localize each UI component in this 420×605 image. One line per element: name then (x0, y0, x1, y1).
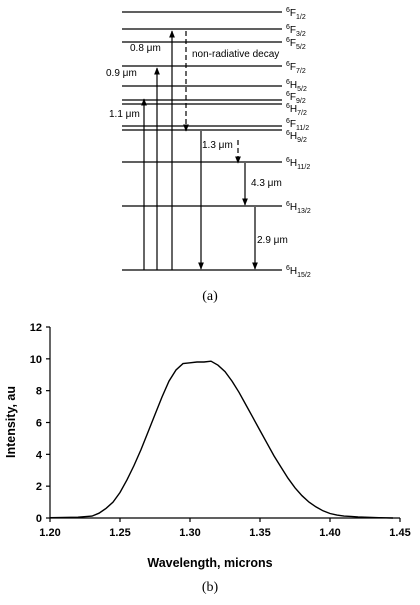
x-tick-label: 1.40 (319, 527, 340, 539)
y-tick-label: 4 (36, 449, 43, 461)
emission-label-2.9um: 2.9 μm (257, 235, 288, 246)
nonrad-decay-label: non-radiative decay (192, 49, 279, 60)
level-label-H11-2: 6H11/2 (286, 157, 310, 171)
x-tick-label: 1.45 (389, 527, 410, 539)
energy-level-diagram: 6F1/2 6F3/2 6F5/2 6F7/2 6H5/2 6F9/2 6H7/… (106, 7, 311, 304)
emission-spectrum-chart: 1.20 1.25 1.30 1.35 1.40 1.45 0 2 4 6 8 10 12 Wavel… (4, 322, 411, 595)
level-label-F7-2: 6F7/2 (286, 61, 306, 75)
x-tick-label: 1.25 (109, 527, 130, 539)
x-tick-label: 1.30 (179, 527, 200, 539)
y-tick-label: 8 (36, 386, 42, 398)
x-axis-label: Wavelength, microns (147, 556, 272, 570)
emission-label-4.3um: 4.3 μm (251, 178, 282, 189)
x-ticks: 1.20 1.25 1.30 1.35 1.40 1.45 (39, 518, 411, 539)
pump-label-0.9um: 0.9 μm (106, 68, 137, 79)
y-axis-label: Intensity, au (4, 386, 18, 458)
level-label-F1-2: 6F1/2 (286, 7, 306, 21)
x-tick-label: 1.35 (249, 527, 270, 539)
emission-label-1.3um: 1.3 μm (202, 140, 233, 151)
y-tick-label: 2 (36, 481, 42, 493)
pump-label-0.8um: 0.8 μm (130, 43, 161, 54)
y-tick-label: 10 (30, 354, 42, 366)
y-tick-label: 0 (36, 513, 42, 525)
caption-b: (b) (202, 580, 219, 595)
x-tick-label: 1.20 (39, 527, 60, 539)
y-tick-label: 6 (36, 418, 42, 430)
level-label-F11-2: 6F11/2 (286, 118, 309, 132)
level-label-F9-2: 6F9/2 (286, 91, 306, 105)
y-ticks: 0 2 4 6 8 10 12 (30, 322, 50, 525)
spectrum-line (49, 360, 394, 519)
level-label-H13-2: 6H13/2 (286, 201, 311, 215)
level-label-H7-2: 6H7/2 (286, 103, 307, 117)
level-label-F3-2: 6F3/2 (286, 24, 306, 38)
level-label-H5-2: 6H5/2 (286, 79, 307, 93)
level-label-H15-2: 6H15/2 (286, 265, 311, 279)
level-label-H9-2: 6H9/2 (286, 130, 307, 144)
caption-a: (a) (202, 289, 218, 304)
pump-label-1.1um: 1.1 μm (109, 109, 140, 120)
level-label-F5-2: 6F5/2 (286, 37, 306, 51)
y-tick-label: 12 (30, 322, 42, 334)
